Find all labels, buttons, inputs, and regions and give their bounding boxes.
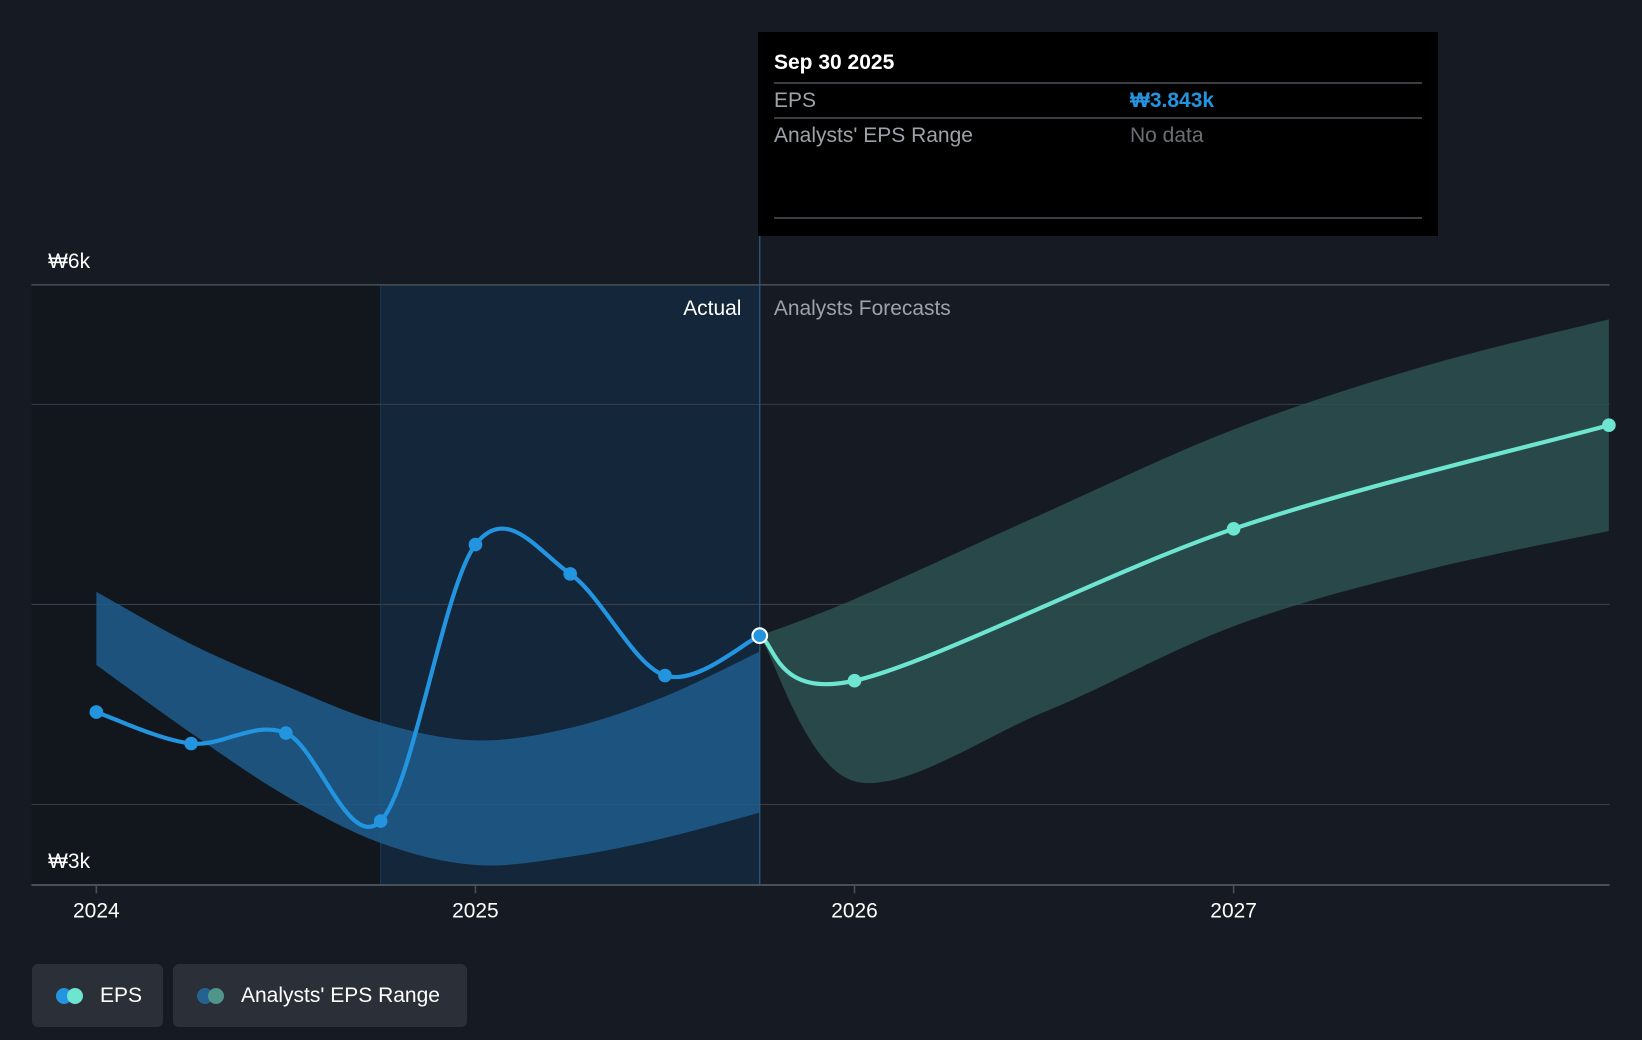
eps-data-point: [279, 726, 293, 740]
tooltip-row-eps: EPS ₩3.843k: [774, 84, 1422, 119]
legend-range-label: Analysts' EPS Range: [241, 983, 440, 1007]
tooltip-range-label: Analysts' EPS Range: [774, 124, 973, 147]
tooltip-row-range: Analysts' EPS Range No data: [774, 119, 1422, 152]
legend-range-button[interactable]: Analysts' EPS Range: [173, 964, 467, 1027]
eps-data-point: [89, 705, 104, 719]
forecast-label: Analysts Forecasts: [774, 297, 951, 320]
tooltip-range-value: No data: [1130, 124, 1204, 147]
eps-data-point: [373, 814, 388, 828]
x-tick-label: 2027: [1210, 899, 1257, 922]
eps-data-point: [658, 668, 672, 683]
eps-range-band-past: [96, 591, 760, 866]
eps-data-point: [468, 537, 483, 552]
tooltip-divider: [774, 217, 1422, 219]
x-tick-label: 2024: [73, 899, 120, 922]
eps-data-point: [1226, 522, 1241, 536]
eps-data-point: [563, 567, 578, 581]
range-legend-icon: [197, 987, 229, 1004]
y-label-bottom: ₩3k: [48, 850, 90, 873]
actual-label: Actual: [683, 297, 741, 320]
tooltip-eps-label: EPS: [774, 89, 817, 112]
eps-actual-line: [94, 526, 762, 829]
eps-range-band-forecast: [759, 319, 1609, 784]
x-tick-label: 2026: [831, 899, 878, 922]
legend-eps-label: EPS: [100, 983, 143, 1007]
tooltip-eps-value: ₩3.843k: [1130, 89, 1215, 112]
legend-eps-button[interactable]: EPS: [32, 964, 163, 1027]
tooltip: Sep 30 2025 EPS ₩3.843k Analysts' EPS Ra…: [758, 32, 1438, 236]
eps-data-point: [847, 673, 862, 688]
y-label-top: ₩6k: [48, 250, 90, 273]
eps-data-point: [184, 736, 198, 751]
eps-data-point: [1602, 418, 1616, 433]
tooltip-date: Sep 30 2025: [774, 48, 1422, 84]
x-tick-label: 2025: [452, 899, 499, 922]
eps-forecast-line: [757, 423, 1611, 687]
eps-highlight-point: [751, 627, 769, 645]
eps-legend-icon: [56, 987, 88, 1004]
